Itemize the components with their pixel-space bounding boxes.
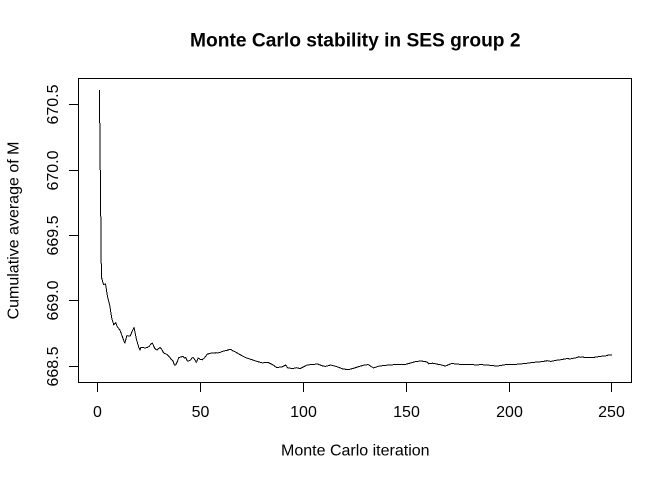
svg-text:670.5: 670.5 xyxy=(45,84,62,124)
svg-text:100: 100 xyxy=(290,404,317,421)
svg-text:670.0: 670.0 xyxy=(45,150,62,190)
svg-text:200: 200 xyxy=(496,404,523,421)
svg-text:Monte Carlo stability in SES g: Monte Carlo stability in SES group 2 xyxy=(190,30,521,51)
svg-text:668.5: 668.5 xyxy=(45,346,62,386)
svg-text:250: 250 xyxy=(598,404,625,421)
svg-text:Monte Carlo iteration: Monte Carlo iteration xyxy=(281,443,430,460)
svg-text:0: 0 xyxy=(93,404,102,421)
svg-text:Cumulative average of M: Cumulative average of M xyxy=(6,142,23,320)
svg-text:669.5: 669.5 xyxy=(45,215,62,255)
svg-text:50: 50 xyxy=(192,404,210,421)
svg-text:150: 150 xyxy=(393,404,420,421)
svg-text:669.0: 669.0 xyxy=(45,280,62,320)
